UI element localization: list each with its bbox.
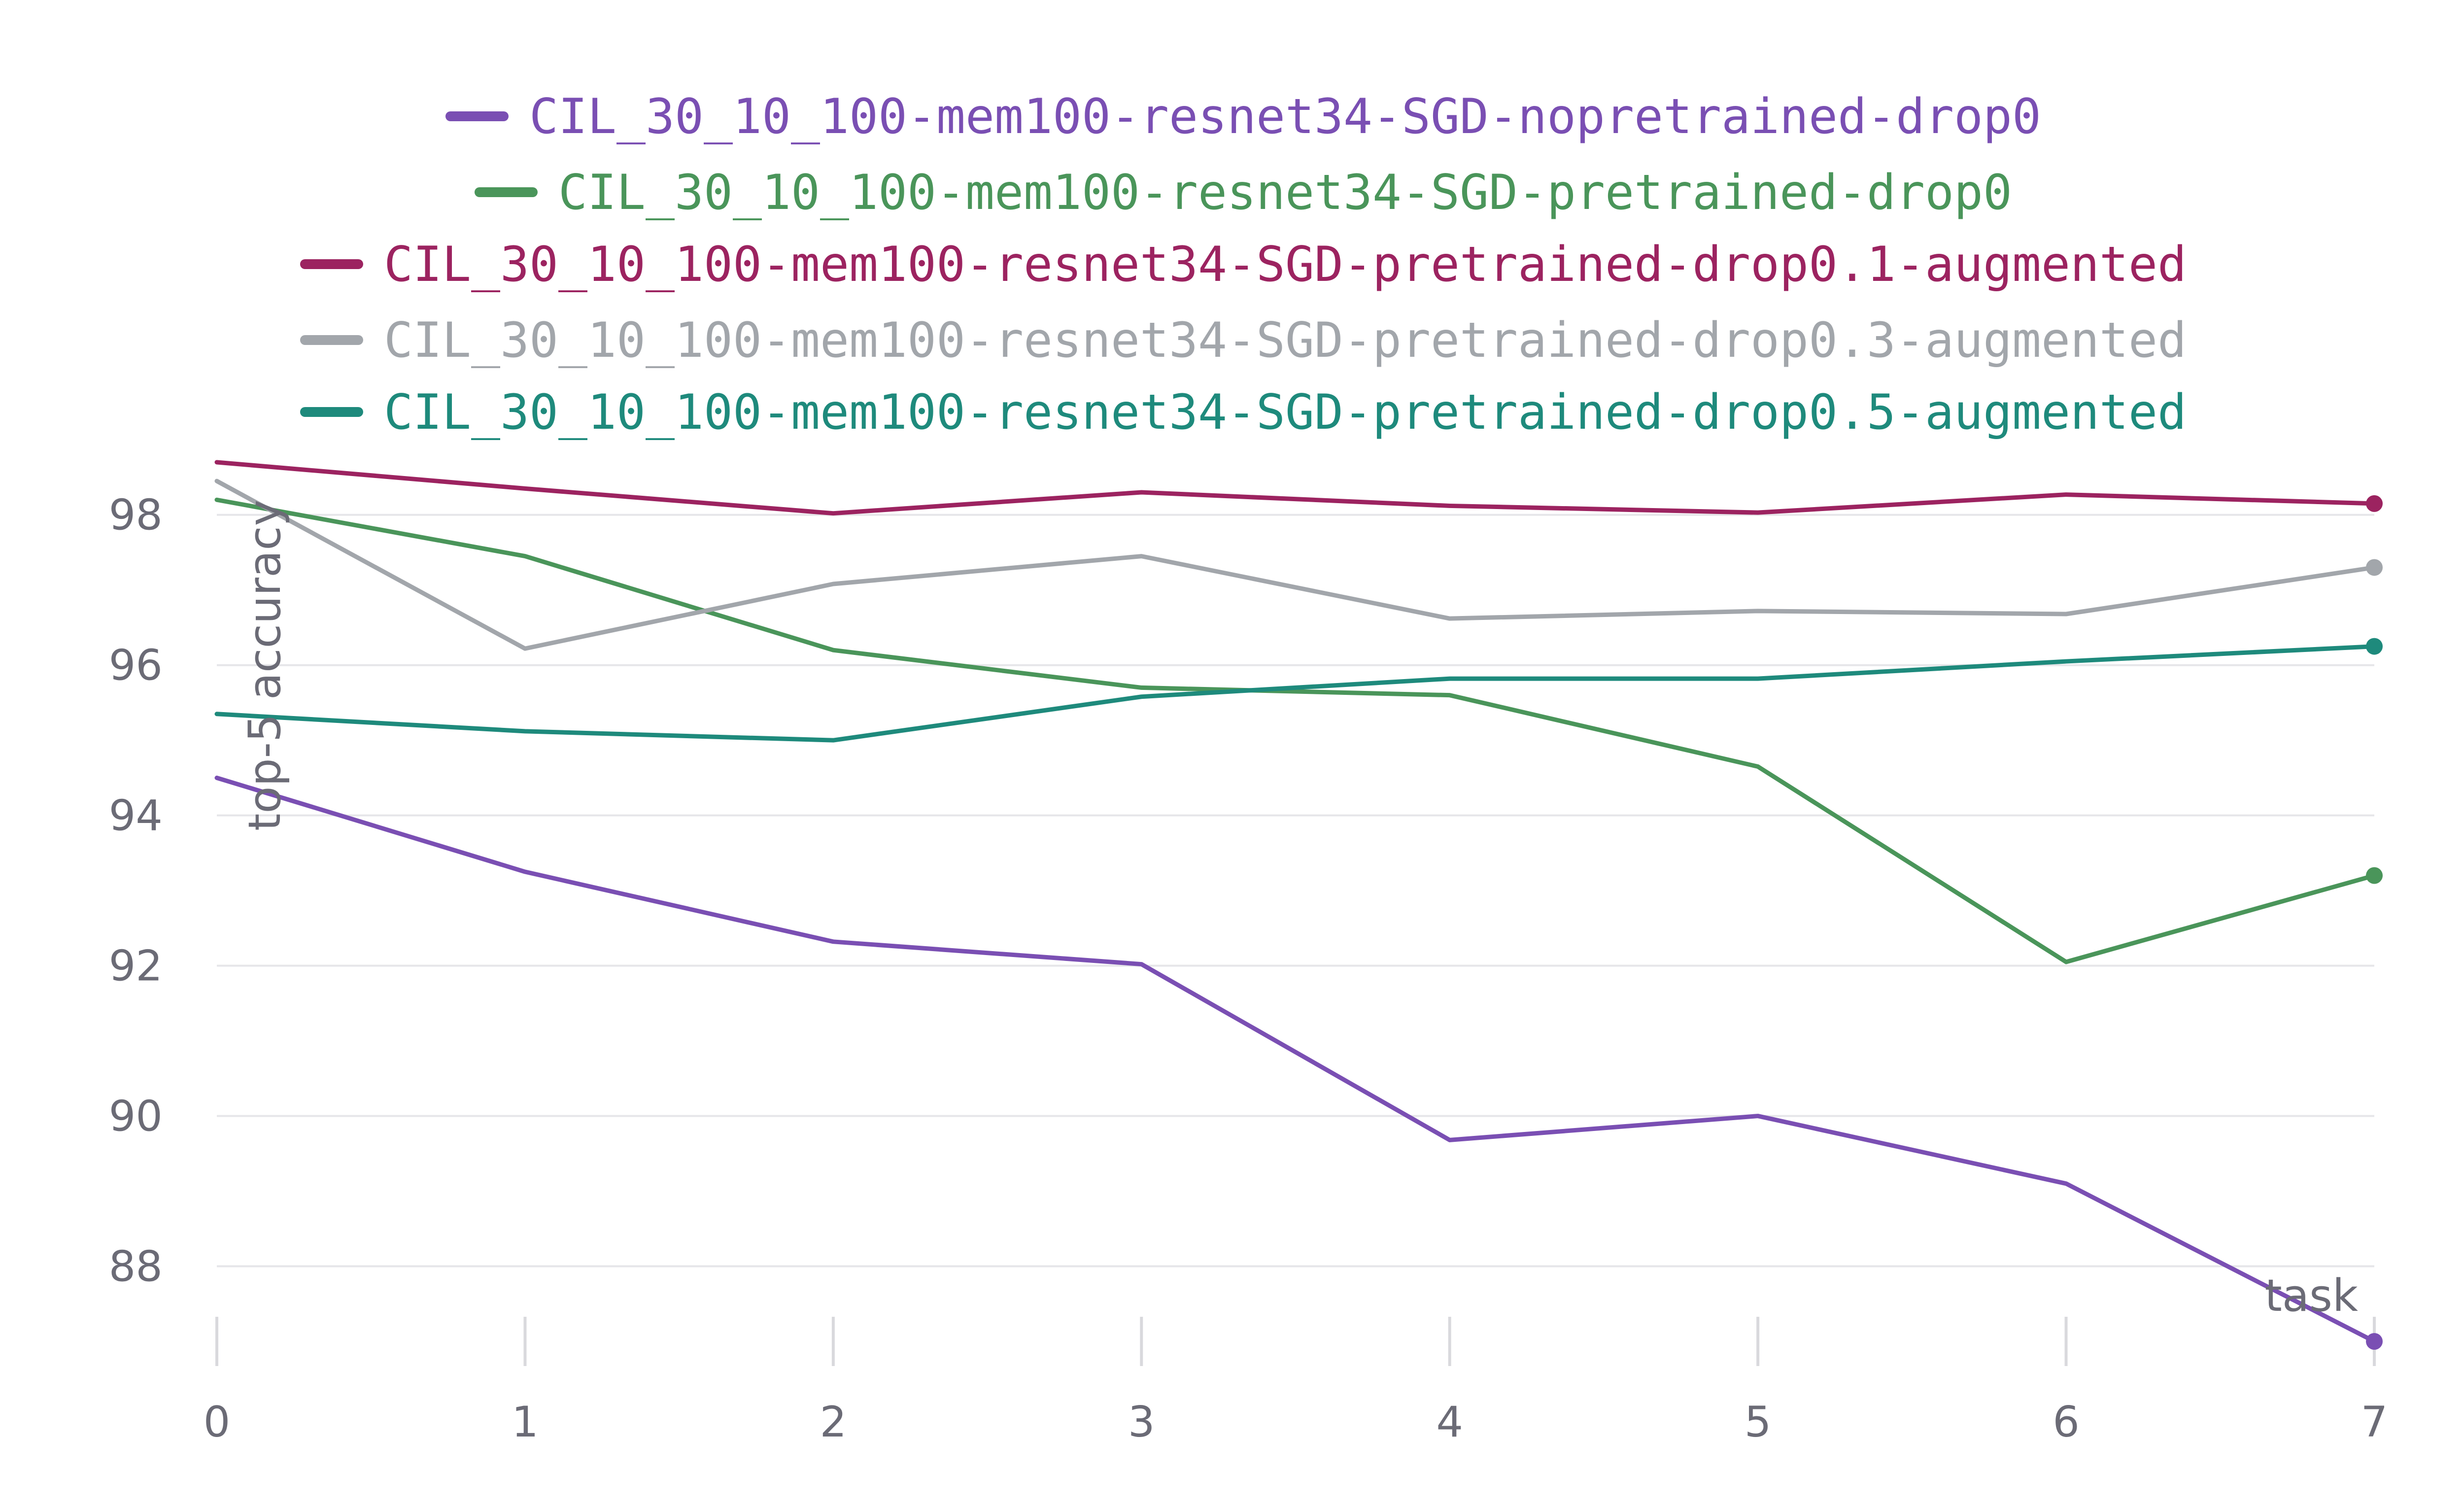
- legend-label: CIL_30_10_100-mem100-resnet34-SGD-nopret…: [529, 89, 2041, 145]
- grid-layer: 88 90 92 94 96 98: [109, 491, 2374, 1292]
- x-tick-label: 7: [2361, 1398, 2388, 1447]
- series-end-marker-3[interactable]: [2366, 495, 2383, 512]
- legend-item-2[interactable]: CIL_30_10_100-mem100-resnet34-SGD-pretra…: [474, 165, 2012, 221]
- series-line-1[interactable]: [214, 775, 2377, 1344]
- legend-label: CIL_30_10_100-mem100-resnet34-SGD-pretra…: [558, 165, 2012, 221]
- legend-item-5[interactable]: CIL_30_10_100-mem100-resnet34-SGD-pretra…: [300, 384, 2187, 441]
- y-tick-label: 94: [109, 791, 163, 841]
- x-axis-title: task: [2265, 1270, 2358, 1322]
- series-end-marker-1[interactable]: [2366, 1333, 2383, 1350]
- legend-label: CIL_30_10_100-mem100-resnet34-SGD-pretra…: [384, 312, 2187, 369]
- series-end-marker-4[interactable]: [2366, 559, 2383, 576]
- y-axis-title: top-5 accuracy: [239, 500, 291, 831]
- y-tick-label: 98: [109, 491, 163, 540]
- x-tick-label: 3: [1128, 1398, 1155, 1447]
- x-tick-label: 2: [820, 1398, 847, 1447]
- series-line-2[interactable]: [214, 497, 2377, 964]
- legend-item-1[interactable]: CIL_30_10_100-mem100-resnet34-SGD-nopret…: [445, 89, 2041, 145]
- x-tick-label: 5: [1745, 1398, 1772, 1447]
- legend-item-4[interactable]: CIL_30_10_100-mem100-resnet34-SGD-pretra…: [300, 312, 2187, 369]
- x-tick-label: 1: [512, 1398, 539, 1447]
- x-tick-label: 4: [1436, 1398, 1463, 1447]
- x-tick-label: 6: [2053, 1398, 2080, 1447]
- series-end-marker-2[interactable]: [2366, 867, 2383, 884]
- series-line-5[interactable]: [214, 644, 2377, 743]
- series-line-3[interactable]: [214, 460, 2377, 516]
- legend-label: CIL_30_10_100-mem100-resnet34-SGD-pretra…: [384, 384, 2187, 441]
- series-end-marker-5[interactable]: [2366, 638, 2383, 655]
- legend-label: CIL_30_10_100-mem100-resnet34-SGD-pretra…: [384, 237, 2187, 293]
- x-tick-label: 0: [204, 1398, 231, 1447]
- x-axis-ticks: 0 1 2 3 4 5 6 7: [204, 1317, 2388, 1447]
- series-line-4[interactable]: [214, 479, 2377, 651]
- y-tick-label: 92: [109, 942, 163, 991]
- y-tick-label: 88: [109, 1242, 163, 1292]
- y-tick-label: 90: [109, 1092, 163, 1141]
- legend-item-3[interactable]: CIL_30_10_100-mem100-resnet34-SGD-pretra…: [300, 237, 2187, 293]
- y-tick-label: 96: [109, 641, 163, 690]
- legend[interactable]: CIL_30_10_100-mem100-resnet34-SGD-nopret…: [300, 89, 2187, 441]
- series-layer: [214, 460, 2383, 1350]
